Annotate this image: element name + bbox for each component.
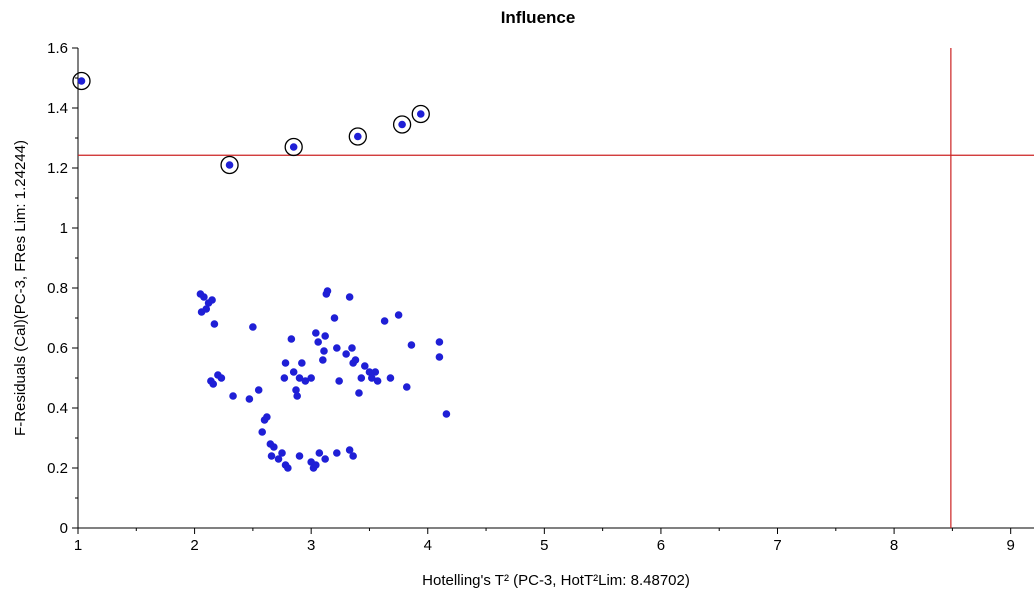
x-tick-label: 2 [190,537,198,554]
data-point [394,311,403,319]
y-tick-label: 0 [60,520,68,537]
x-axis-label: Hotelling's T² (PC-3, HotT²Lim: 8.48702) [422,572,690,589]
data-point [435,338,444,346]
data-point [254,386,263,394]
data-point [295,452,304,460]
data-point [351,356,360,364]
y-axis-label: F-Residuals (Cal)(PC-3, FRes Lim: 1.2424… [12,140,29,436]
outlier-ring [392,115,412,134]
data-point [386,374,395,382]
data-point [314,338,322,346]
data-point [298,359,306,367]
x-tick-label: 8 [890,537,898,554]
data-point [249,323,257,331]
y-tick-label: 0.2 [47,460,68,477]
data-point [319,356,327,364]
data-point [307,374,315,382]
outlier-point [416,110,425,118]
outlier-ring [411,104,430,124]
plot-area [72,48,1034,529]
data-point [258,428,267,436]
x-tick-label: 4 [424,537,432,554]
data-point [380,317,389,325]
y-tick-label: 0.8 [47,280,68,297]
data-point [345,293,354,301]
data-point [345,446,354,454]
data-point [280,374,289,382]
data-point [210,320,219,328]
y-tick-label: 1.2 [47,160,68,177]
data-point [323,287,332,295]
data-point [402,383,411,391]
data-point [321,332,329,340]
outlier-ring [348,127,367,146]
data-point [320,347,328,355]
data-point [435,353,444,361]
outlier-point [289,143,298,151]
data-point [278,449,286,457]
data-point [200,293,208,301]
x-tick-label: 1 [74,537,82,554]
data-point [270,443,278,451]
data-point [335,377,343,385]
outlier-point [77,77,86,85]
data-point [274,455,283,463]
data-point [295,374,304,382]
outlier-point [225,161,234,169]
y-tick-label: 1.6 [47,40,68,57]
data-point [312,461,320,469]
data-point [292,386,300,394]
outlier-point [354,132,362,141]
y-tick-label: 1.4 [47,100,68,117]
data-point [349,452,357,460]
data-point [315,449,324,457]
x-tick-label: 3 [307,537,315,554]
data-point [361,362,369,370]
data-point [229,392,237,400]
data-point [217,374,226,382]
data-point [245,395,254,403]
x-tick-label: 7 [773,537,781,554]
data-point [333,449,341,457]
x-tick-label: 9 [1007,537,1015,554]
chart-title: Influence [501,8,576,27]
data-point [284,464,292,472]
data-point [287,335,296,343]
data-point [357,374,366,382]
data-point [365,368,374,376]
y-tick-label: 0.4 [47,400,68,417]
y-tick-label: 0.6 [47,340,68,357]
outlier-point [398,120,406,129]
data-point [293,392,301,400]
outlier-ring [284,137,303,157]
data-point [209,380,218,388]
data-point [281,359,290,367]
outlier-ring [220,155,239,175]
data-point [355,389,363,397]
data-point [342,350,350,358]
data-point [312,329,320,337]
axis-ticks: 1 2 3 4 5 6 7 8 9 0 0.2 0.4 0.6 0.8 1 1.2 1.4 1.6 [47,40,1015,554]
data-point [367,374,376,382]
data-point [371,368,380,376]
data-point [333,344,341,352]
data-point [263,413,271,421]
data-point [373,377,382,385]
data-point [202,305,211,313]
data-point [407,341,416,349]
outlier-ring [72,71,91,91]
data-point [301,377,310,385]
x-tick-label: 6 [657,537,665,554]
y-tick-label: 1 [60,220,68,237]
x-tick-label: 5 [540,537,548,554]
data-point [442,410,451,418]
data-point [321,455,329,463]
data-point [267,452,276,460]
data-point [330,314,339,322]
data-point [289,368,298,376]
data-point [208,296,216,304]
data-point [348,344,356,352]
